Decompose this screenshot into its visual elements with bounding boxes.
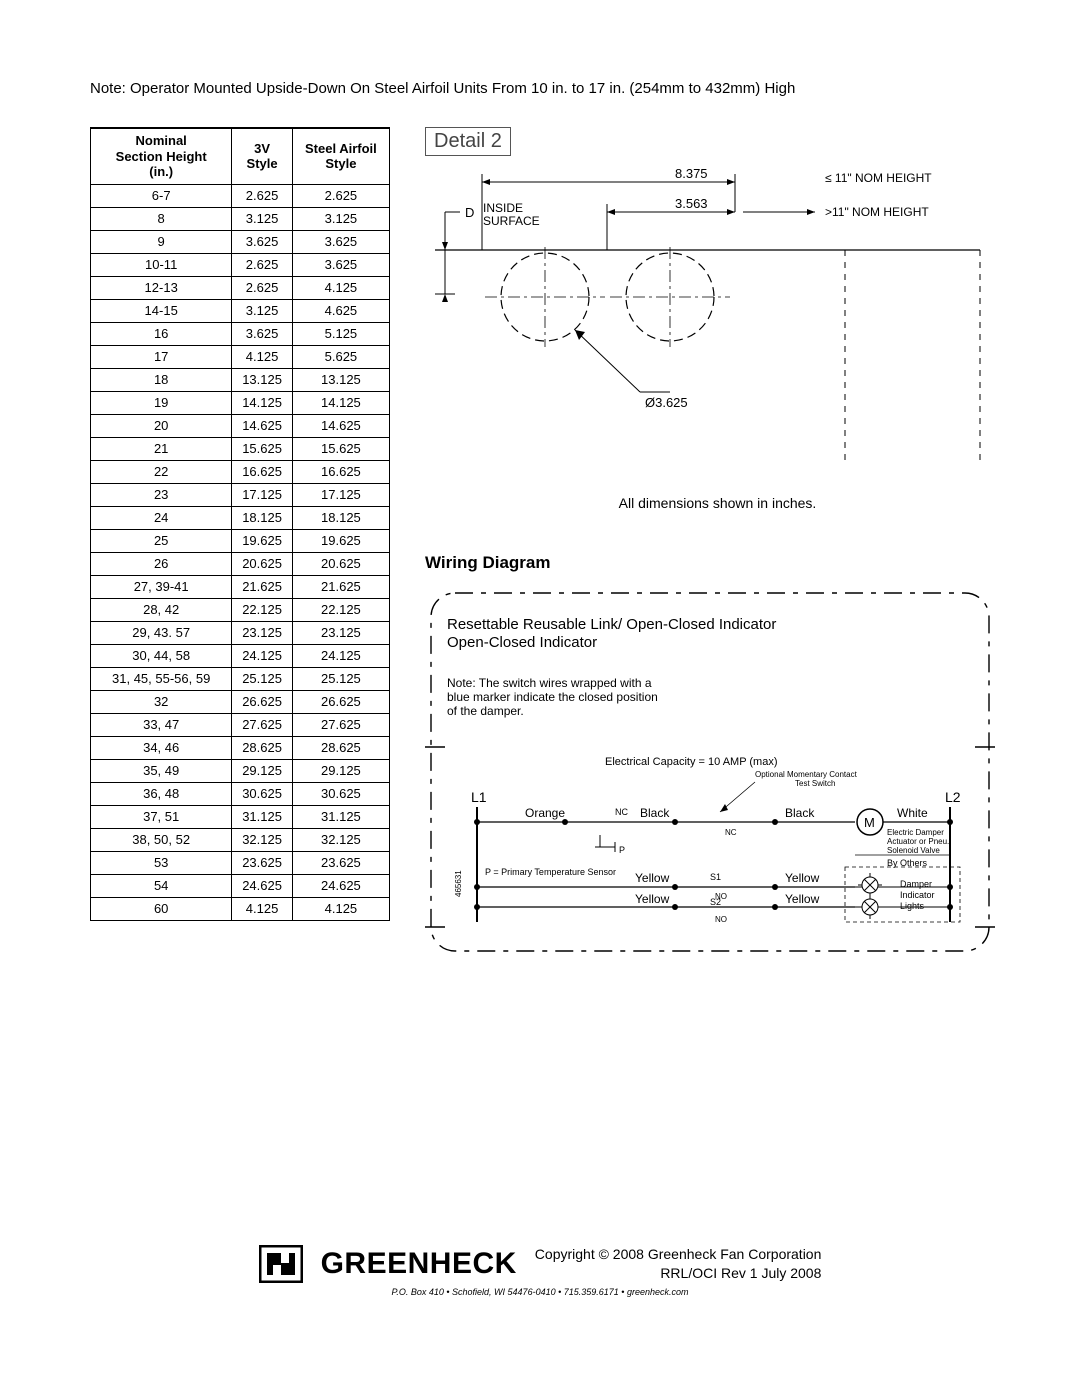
svg-text:Actuator or Pneu.: Actuator or Pneu. xyxy=(887,837,949,846)
table-header: 3VStyle xyxy=(232,128,292,184)
svg-text:Electric Damper: Electric Damper xyxy=(887,828,944,837)
dia: Ø3.625 xyxy=(645,395,688,410)
table-row: 36, 4830.62530.625 xyxy=(91,782,390,805)
svg-text:Electrical Capacity = 10 AMP (: Electrical Capacity = 10 AMP (max) xyxy=(605,756,778,768)
svg-text:P = Primary Temperature Sensor: P = Primary Temperature Sensor xyxy=(485,867,616,877)
svg-text:Solenoid Valve: Solenoid Valve xyxy=(887,846,940,855)
svg-text:NO: NO xyxy=(715,915,727,924)
table-row: 35, 4929.12529.125 xyxy=(91,759,390,782)
svg-text:NC: NC xyxy=(615,807,628,817)
table-row: 28, 4222.12522.125 xyxy=(91,598,390,621)
table-row: 604.1254.125 xyxy=(91,897,390,920)
logo-icon xyxy=(259,1245,303,1283)
svg-text:P: P xyxy=(619,845,625,855)
svg-text:Lights: Lights xyxy=(900,901,925,911)
table-row: 163.6255.125 xyxy=(91,322,390,345)
table-row: 14-153.1254.625 xyxy=(91,299,390,322)
table-row: 2216.62516.625 xyxy=(91,460,390,483)
dim-8375: 8.375 xyxy=(675,166,708,181)
svg-text:L2: L2 xyxy=(945,789,961,805)
table-header: Steel AirfoilStyle xyxy=(292,128,389,184)
svg-text:S2: S2 xyxy=(710,897,721,907)
inside-2: SURFACE xyxy=(483,214,540,228)
svg-text:Note: The switch wires wrapped: Note: The switch wires wrapped with a xyxy=(447,676,652,690)
svg-text:of the damper.: of the damper. xyxy=(447,704,524,718)
table-row: 83.1253.125 xyxy=(91,207,390,230)
svg-text:Yellow: Yellow xyxy=(785,892,820,906)
table-row: 5424.62524.625 xyxy=(91,874,390,897)
svg-text:Orange: Orange xyxy=(525,806,565,820)
svg-text:465631: 465631 xyxy=(454,870,463,897)
wiring-title: Wiring Diagram xyxy=(425,553,1010,573)
svg-text:S1: S1 xyxy=(710,872,721,882)
footer-address: P.O. Box 410 • Schofield, WI 54476-0410 … xyxy=(0,1287,1080,1297)
svg-text:Damper: Damper xyxy=(900,879,932,889)
table-row: 10-112.6253.625 xyxy=(91,253,390,276)
nom2: >11" NOM HEIGHT xyxy=(825,205,929,219)
table-row: 3226.62526.625 xyxy=(91,690,390,713)
brand-name: GREENHECK xyxy=(321,1247,517,1281)
table-row: 2014.62514.625 xyxy=(91,414,390,437)
table-row: 27, 39-4121.62521.625 xyxy=(91,575,390,598)
nom1: ≤ 11" NOM HEIGHT xyxy=(825,171,932,185)
svg-text:Test Switch: Test Switch xyxy=(795,779,835,788)
table-row: 1813.12513.125 xyxy=(91,368,390,391)
spec-table: NominalSection Height(in.)3VStyleSteel A… xyxy=(90,127,390,921)
revision: RRL/OCI Rev 1 July 2008 xyxy=(535,1264,822,1283)
dim-note: All dimensions shown in inches. xyxy=(425,495,1010,511)
svg-text:White: White xyxy=(897,806,928,820)
table-row: 33, 4727.62527.625 xyxy=(91,713,390,736)
table-row: 12-132.6254.125 xyxy=(91,276,390,299)
svg-text:Black: Black xyxy=(640,806,670,820)
svg-text:Resettable Reusable Link/ Open: Resettable Reusable Link/ Open-Closed In… xyxy=(447,616,776,633)
svg-text:Yellow: Yellow xyxy=(635,871,670,885)
table-row: 1914.12514.125 xyxy=(91,391,390,414)
footer: GREENHECK Copyright © 2008 Greenheck Fan… xyxy=(0,1245,1080,1297)
inside-1: INSIDE xyxy=(483,201,523,215)
table-row: 34, 4628.62528.625 xyxy=(91,736,390,759)
svg-text:M: M xyxy=(864,815,875,830)
table-header: NominalSection Height(in.) xyxy=(91,128,232,184)
detail-diagram: 8.375 ≤ 11" NOM HEIGHT 3.563 >11" NOM HE… xyxy=(425,162,1010,477)
table-row: 93.6253.625 xyxy=(91,230,390,253)
table-row: 2317.12517.125 xyxy=(91,483,390,506)
table-row: 2620.62520.625 xyxy=(91,552,390,575)
top-note: Note: Operator Mounted Upside-Down On St… xyxy=(90,80,1010,97)
table-row: 38, 50, 5232.12532.125 xyxy=(91,828,390,851)
table-row: 5323.62523.625 xyxy=(91,851,390,874)
table-row: 6-72.6252.625 xyxy=(91,184,390,207)
table-row: 2418.12518.125 xyxy=(91,506,390,529)
copyright: Copyright © 2008 Greenheck Fan Corporati… xyxy=(535,1245,822,1264)
svg-text:Yellow: Yellow xyxy=(635,892,670,906)
svg-text:Black: Black xyxy=(785,806,815,820)
wiring-diagram: Resettable Reusable Link/ Open-Closed In… xyxy=(425,587,1010,962)
table-row: 37, 5131.12531.125 xyxy=(91,805,390,828)
table-row: 30, 44, 5824.12524.125 xyxy=(91,644,390,667)
svg-text:Yellow: Yellow xyxy=(785,871,820,885)
table-row: 31, 45, 55-56, 5925.12525.125 xyxy=(91,667,390,690)
d-label: D xyxy=(465,205,474,220)
svg-text:Optional Momentary Contact: Optional Momentary Contact xyxy=(755,770,858,779)
svg-text:Open-Closed Indicator: Open-Closed Indicator xyxy=(447,634,597,651)
table-row: 2519.62519.625 xyxy=(91,529,390,552)
table-row: 2115.62515.625 xyxy=(91,437,390,460)
svg-text:blue marker indicate the close: blue marker indicate the closed position xyxy=(447,690,658,704)
svg-text:NC: NC xyxy=(725,828,737,837)
dim-3563: 3.563 xyxy=(675,196,708,211)
svg-text:Indicator: Indicator xyxy=(900,890,935,900)
svg-text:By Others: By Others xyxy=(887,858,928,868)
table-row: 29, 43. 5723.12523.125 xyxy=(91,621,390,644)
table-row: 174.1255.625 xyxy=(91,345,390,368)
detail-label: Detail 2 xyxy=(425,127,511,156)
svg-text:L1: L1 xyxy=(471,789,487,805)
